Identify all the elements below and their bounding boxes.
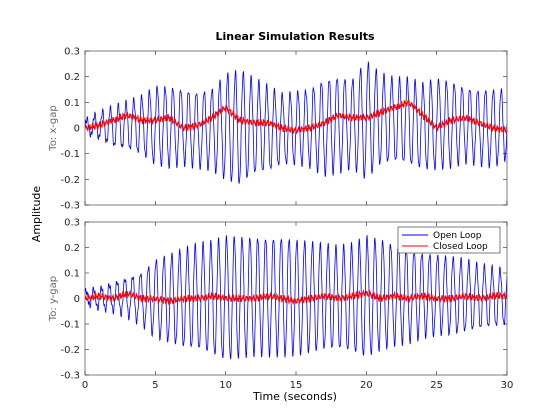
y-tick-label: -0.2 <box>60 345 80 356</box>
y-tick-label: 0.3 <box>64 47 80 58</box>
y-tick-label: 0 <box>74 124 80 135</box>
x-tick-label: 25 <box>430 380 443 391</box>
x-tick-label: 20 <box>360 380 373 391</box>
y-tick-label: 0.3 <box>64 218 80 229</box>
y-tick-label: -0.1 <box>60 149 80 160</box>
y-tick-label: 0.1 <box>64 269 80 280</box>
y-tick-label: 0.1 <box>64 98 80 109</box>
legend-entry: Open Loop <box>433 231 482 241</box>
y-axis-label: Amplitude <box>30 186 43 243</box>
subplot-row-label: To: x-gap <box>48 105 59 151</box>
x-tick-label: 0 <box>82 380 88 391</box>
series-closed-loop <box>85 289 507 306</box>
y-tick-label: 0.2 <box>64 72 80 83</box>
x-tick-label: 15 <box>290 380 303 391</box>
y-tick-label: -0.3 <box>60 371 80 382</box>
x-axis-label: Time (seconds) <box>252 390 337 403</box>
legend-box <box>397 226 501 254</box>
series-open-loop <box>85 61 507 184</box>
x-tick-label: 10 <box>219 380 232 391</box>
chart-title: Linear Simulation Results <box>215 30 375 43</box>
y-tick-label: 0 <box>74 294 80 305</box>
y-tick-label: -0.1 <box>60 320 80 331</box>
subplot-row-label: To: y-gap <box>48 276 59 322</box>
series-closed-loop <box>85 99 507 135</box>
subplot-2: -0.3 -0.2 -0.1 0 0.1 0.2 0.3 0 5 10 15 20 25 30 To: y-… <box>48 218 513 392</box>
y-tick-label: -0.2 <box>60 175 80 186</box>
series-open-loop <box>85 234 507 360</box>
x-tick-label: 5 <box>152 380 158 391</box>
subplot-1: -0.3 -0.2 -0.1 0 0.1 0.2 0.3 To: x-gap <box>48 47 508 212</box>
y-tick-label: 0.2 <box>64 243 80 254</box>
x-tick-label: 30 <box>501 380 514 391</box>
subplots-group: -0.3-0.2-0.100.10.20.3To: x-gap-0.3-0.2-… <box>48 47 513 392</box>
legend-entry: Closed Loop <box>433 242 488 252</box>
y-tick-label: -0.3 <box>60 201 80 212</box>
